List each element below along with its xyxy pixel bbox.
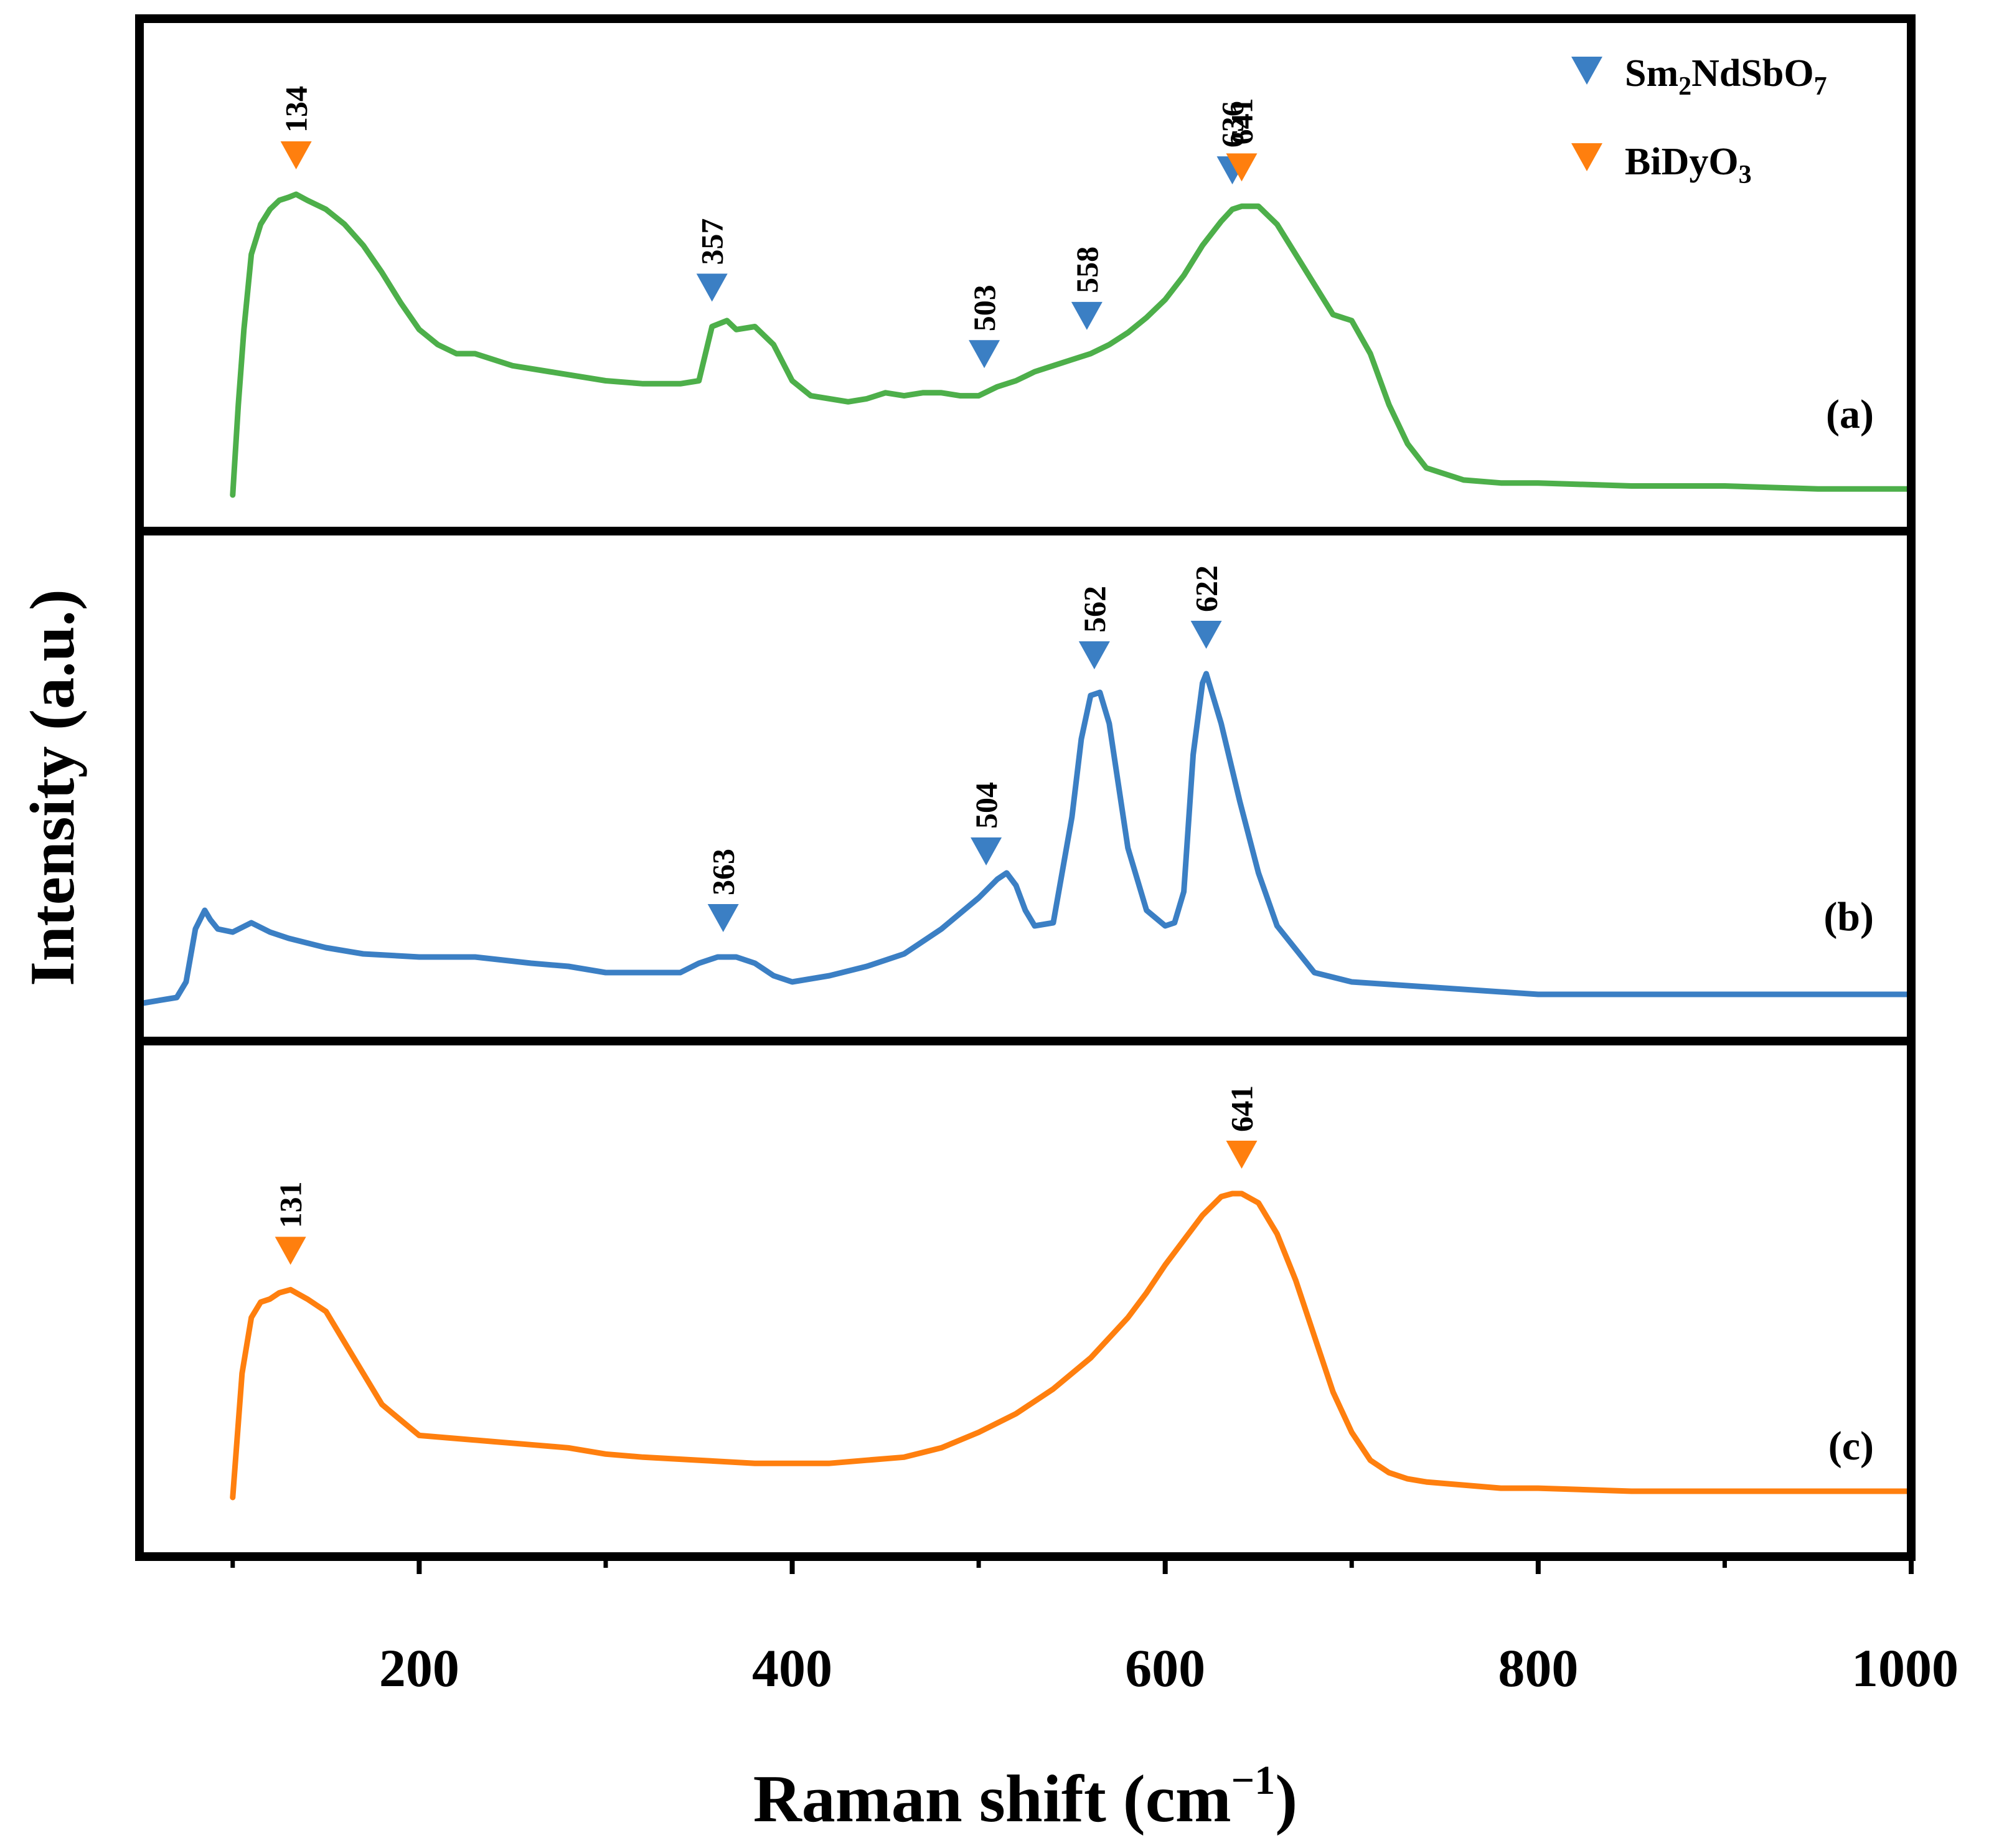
x-tick-label-200: 200 bbox=[379, 1638, 459, 1698]
peak-label-b-504: 504 bbox=[969, 782, 1004, 829]
peak-marker-c-641 bbox=[1226, 1140, 1258, 1169]
x-axis-ticks: 200 400 600 800 1000 bbox=[230, 1557, 1959, 1698]
legend-sm-label: Sm2NdSbO7 bbox=[1625, 52, 1827, 101]
x-tick-label-800: 800 bbox=[1498, 1638, 1578, 1698]
x-tick-label-400: 400 bbox=[752, 1638, 832, 1698]
peak-marker-b-562 bbox=[1078, 641, 1110, 669]
x-tick-label-600: 600 bbox=[1125, 1638, 1205, 1698]
x-axis-title: Raman shift (cm−1) bbox=[753, 1758, 1298, 1836]
spectrum-line-b bbox=[136, 671, 1914, 1007]
peak-marker-b-363 bbox=[707, 904, 739, 932]
legend-bi-marker bbox=[1571, 143, 1602, 171]
peak-label-c-641: 641 bbox=[1225, 1085, 1259, 1132]
panel-label-b: (b) bbox=[1823, 894, 1874, 940]
peak-label-b-562: 562 bbox=[1077, 586, 1112, 633]
panel-label-c: (c) bbox=[1828, 1423, 1874, 1469]
peak-label-c-131: 131 bbox=[273, 1181, 308, 1228]
peak-label-a-503: 503 bbox=[967, 285, 1002, 331]
panel-b-spectrum-group bbox=[136, 671, 1914, 1007]
legend: Sm2NdSbO7 BiDyO3 bbox=[1571, 52, 1827, 189]
peak-label-a-641: 641 bbox=[1225, 98, 1259, 144]
x-tick-label-1000: 1000 bbox=[1851, 1638, 1959, 1698]
peak-marker-c-131 bbox=[275, 1237, 306, 1265]
peak-label-a-134: 134 bbox=[279, 86, 314, 133]
peak-marker-a-503 bbox=[969, 340, 1000, 369]
peak-marker-b-622 bbox=[1190, 621, 1222, 649]
peak-marker-a-357 bbox=[696, 273, 728, 302]
peak-label-a-558: 558 bbox=[1070, 247, 1104, 293]
panel-c-spectrum-group bbox=[230, 1190, 1914, 1501]
peak-label-a-636: 636 bbox=[1215, 101, 1250, 148]
spectrum-line-a bbox=[230, 191, 1914, 498]
peak-label-a-357: 357 bbox=[695, 219, 730, 265]
legend-sm-marker bbox=[1571, 57, 1602, 85]
legend-bi-label: BiDyO3 bbox=[1625, 141, 1752, 189]
y-axis-title: Intensity (a.u.) bbox=[17, 589, 88, 986]
peak-label-b-622: 622 bbox=[1189, 565, 1224, 612]
peak-marker-a-134 bbox=[280, 141, 312, 169]
spectrum-line-c bbox=[230, 1190, 1914, 1501]
peak-marker-a-641 bbox=[1226, 153, 1258, 182]
peak-marker-b-504 bbox=[971, 837, 1002, 865]
plot-frame bbox=[135, 14, 1916, 1561]
panel-label-a: (a) bbox=[1826, 392, 1874, 437]
peak-label-b-363: 363 bbox=[706, 849, 741, 895]
panel-a-spectrum-group bbox=[230, 191, 1914, 498]
peak-marker-a-558 bbox=[1071, 301, 1103, 330]
